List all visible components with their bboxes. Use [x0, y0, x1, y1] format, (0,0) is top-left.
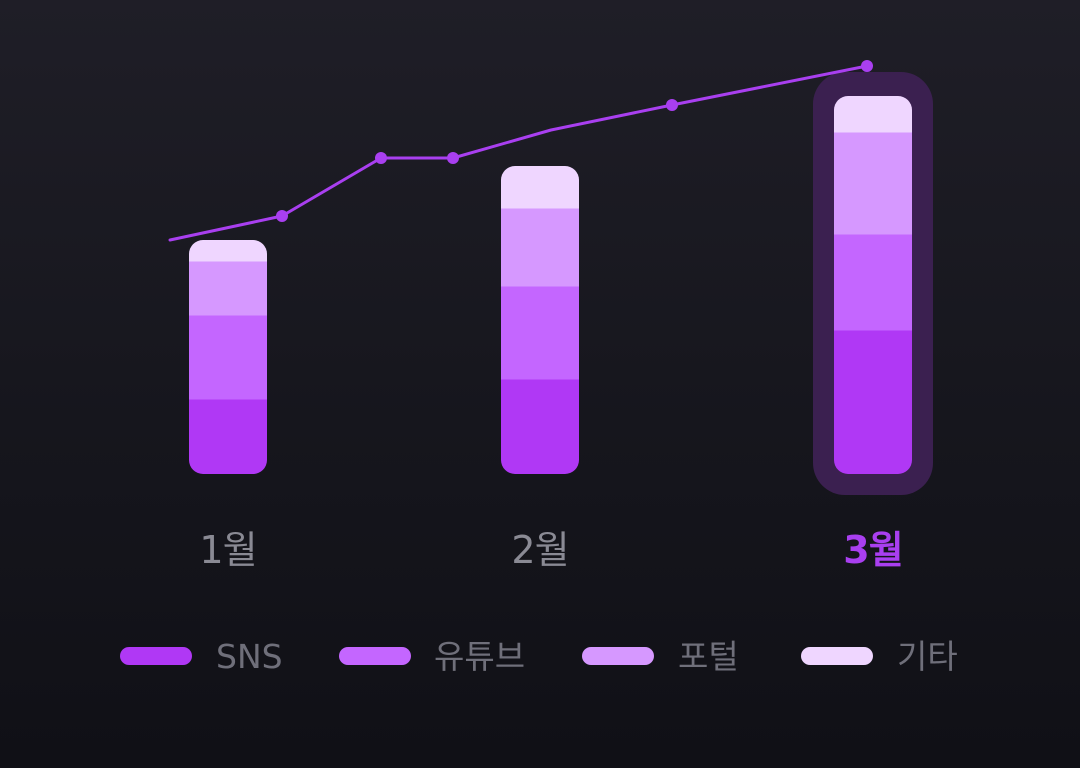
trend-point [447, 152, 459, 164]
month-labels: 1월 2월 3월 [199, 528, 903, 572]
bar-segment-other [189, 240, 267, 262]
legend-swatch [339, 647, 411, 665]
bar-segment-youtube [834, 234, 912, 331]
legend-swatch [582, 647, 654, 665]
trend-line-layer [168, 60, 873, 242]
trend-point [375, 152, 387, 164]
bar-segment-portal [189, 261, 267, 316]
trend-point [276, 210, 288, 222]
bar-stack-3 [834, 96, 912, 474]
legend-swatch [801, 647, 873, 665]
legend-swatch [120, 647, 192, 665]
legend-label: SNS [216, 637, 283, 676]
month-label: 2월 [511, 528, 568, 572]
bar-stack-1 [189, 240, 267, 474]
legend-label: 기타 [897, 637, 958, 676]
bar-segment-youtube [501, 286, 579, 380]
bar-segment-other [501, 166, 579, 209]
bar-segment-sns [834, 330, 912, 474]
bar-segment-sns [189, 399, 267, 474]
legend: SNS 유튜브 포털 기타 [120, 637, 958, 676]
legend-label: 유튜브 [434, 637, 525, 676]
bars-layer [189, 96, 912, 474]
bar-segment-other [834, 96, 912, 133]
month-label: 1월 [199, 528, 256, 572]
bar-stack-2 [501, 166, 579, 474]
trend-point [666, 99, 678, 111]
bar-segment-youtube [189, 315, 267, 400]
month-label: 3월 [843, 528, 902, 572]
trend-point [861, 60, 873, 72]
bar-segment-portal [501, 208, 579, 287]
bar-segment-portal [834, 132, 912, 235]
legend-label: 포털 [678, 637, 739, 676]
bar-segment-sns [501, 379, 579, 474]
